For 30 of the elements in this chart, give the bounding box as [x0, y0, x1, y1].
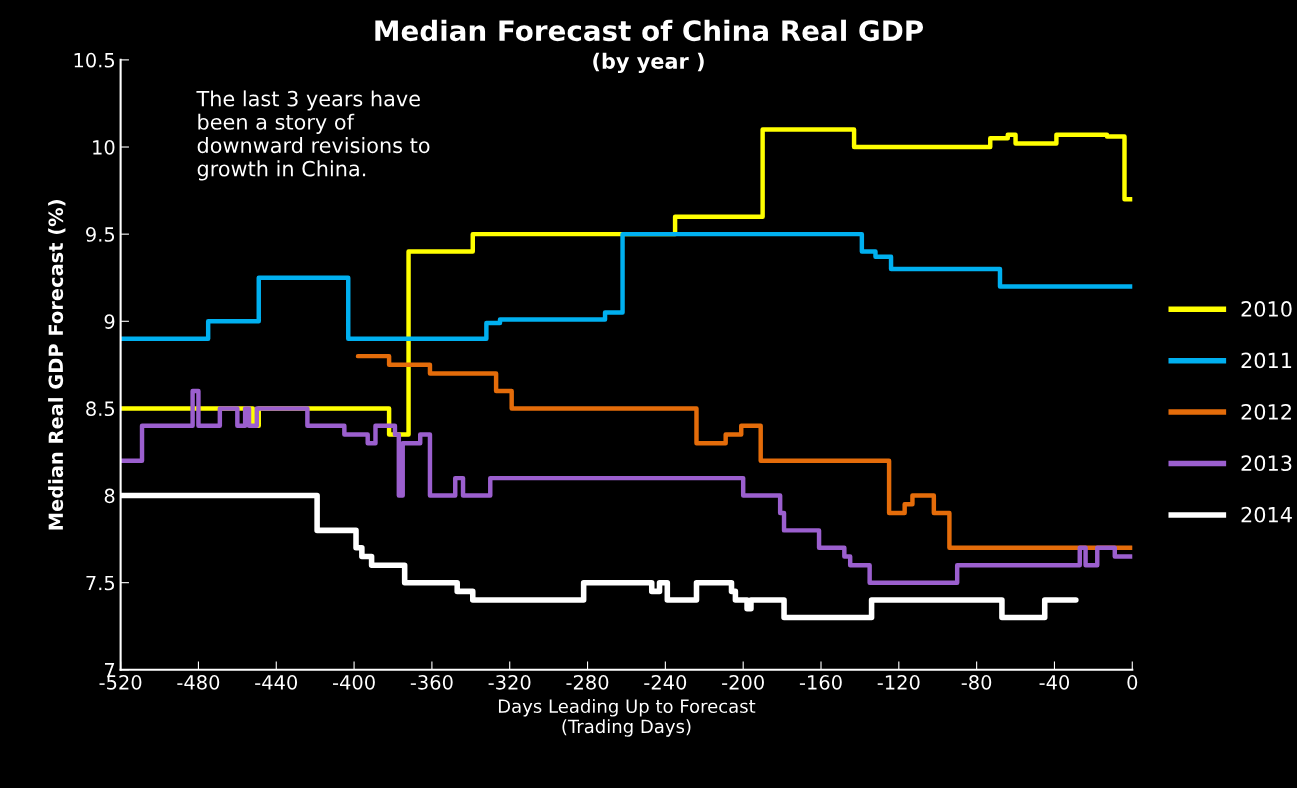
y-tick-label: 8: [104, 488, 115, 504]
y-tick-label: 8.5: [86, 401, 115, 417]
annotation: The last 3 years have been a story of downward revisions to growth in China.: [196, 90, 430, 181]
x-tick-label: 0: [1127, 675, 1138, 690]
x-tick-label: -480: [177, 675, 220, 690]
y-tick-label: 9: [104, 314, 115, 329]
legend-label: 2013: [1241, 455, 1292, 472]
x-tick-label: -160: [799, 675, 842, 690]
x-tick-label: -80: [961, 675, 992, 690]
x-tick-label: -240: [644, 675, 687, 690]
x-tick-label: -320: [488, 675, 531, 690]
x-axis-title: Days Leading Up to Forecast (Trading Days): [498, 699, 756, 737]
x-tick-label: -280: [566, 675, 609, 690]
x-tick-label: -120: [877, 675, 920, 690]
chart-title: Median Forecast of China Real GDP: [375, 19, 924, 42]
y-tick-label: 7.5: [86, 575, 115, 591]
x-tick-label: -440: [255, 675, 298, 690]
y-tick-label: 10: [93, 139, 115, 155]
chart-subtitle: (by year ): [593, 52, 704, 74]
y-axis-title: Median Real GDP Forecast (%): [48, 200, 66, 530]
legend-label: 2010: [1241, 301, 1292, 317]
x-tick-label: -40: [1039, 675, 1070, 690]
x-tick-label: -360: [410, 675, 453, 690]
y-tick-label: 10.5: [74, 52, 115, 68]
x-tick-label: -400: [332, 675, 375, 690]
x-tick-label: -200: [722, 675, 764, 690]
legend-label: 2012: [1241, 403, 1291, 420]
legend-label: 2011: [1241, 352, 1292, 369]
y-tick-label: 9.5: [86, 227, 115, 242]
legend-label: 2014: [1241, 506, 1292, 523]
